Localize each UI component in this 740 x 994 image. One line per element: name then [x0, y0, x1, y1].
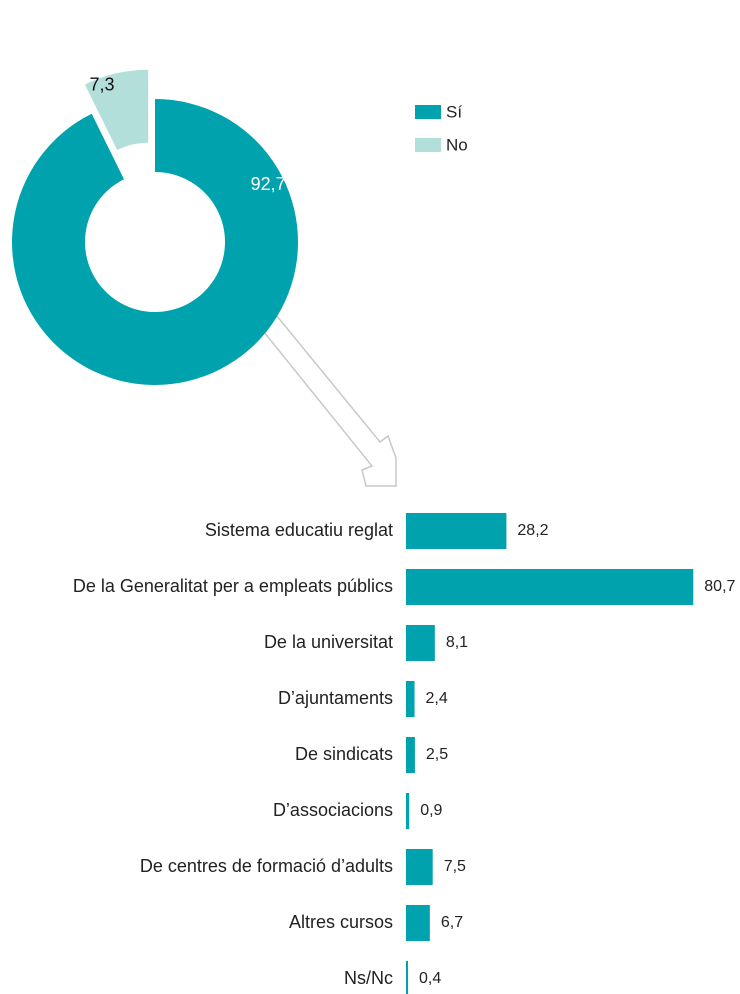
category-label: De centres de formació d’adults	[140, 856, 393, 876]
value-label: 7,3	[89, 75, 114, 95]
bar	[406, 793, 410, 829]
legend-label: No	[446, 135, 468, 154]
category-label: De sindicats	[295, 744, 393, 764]
value-label: 80,7	[704, 578, 735, 595]
category-label: De la Generalitat per a empleats públics	[73, 576, 393, 596]
category-label: Ns/Nc	[344, 968, 393, 988]
value-label: 6,7	[441, 914, 463, 931]
category-label: De la universitat	[264, 632, 393, 652]
category-label: D’ajuntaments	[278, 688, 393, 708]
donut-slice	[11, 99, 299, 385]
bar	[406, 737, 415, 773]
value-label: 7,5	[444, 858, 466, 875]
bar	[406, 905, 430, 941]
value-label: 0,9	[420, 802, 442, 819]
arrow	[261, 308, 397, 487]
legend-swatch	[415, 105, 441, 119]
bar	[406, 569, 694, 605]
value-label: 8,1	[446, 634, 468, 651]
value-label: 2,4	[426, 690, 448, 707]
value-label: 28,2	[517, 522, 548, 539]
bar	[406, 961, 408, 994]
bar	[406, 513, 507, 549]
value-label: 92,7	[251, 174, 286, 194]
value-label: 2,5	[426, 746, 448, 763]
category-label: Altres cursos	[289, 912, 393, 932]
donut-slice	[84, 69, 149, 151]
bar	[406, 681, 415, 717]
category-label: D’associacions	[273, 800, 393, 820]
bar	[406, 849, 433, 885]
category-label: Sistema educatiu reglat	[205, 520, 393, 540]
legend-swatch	[415, 138, 441, 152]
bar	[406, 625, 435, 661]
legend-label: Sí	[446, 102, 462, 121]
value-label: 0,4	[419, 970, 441, 987]
